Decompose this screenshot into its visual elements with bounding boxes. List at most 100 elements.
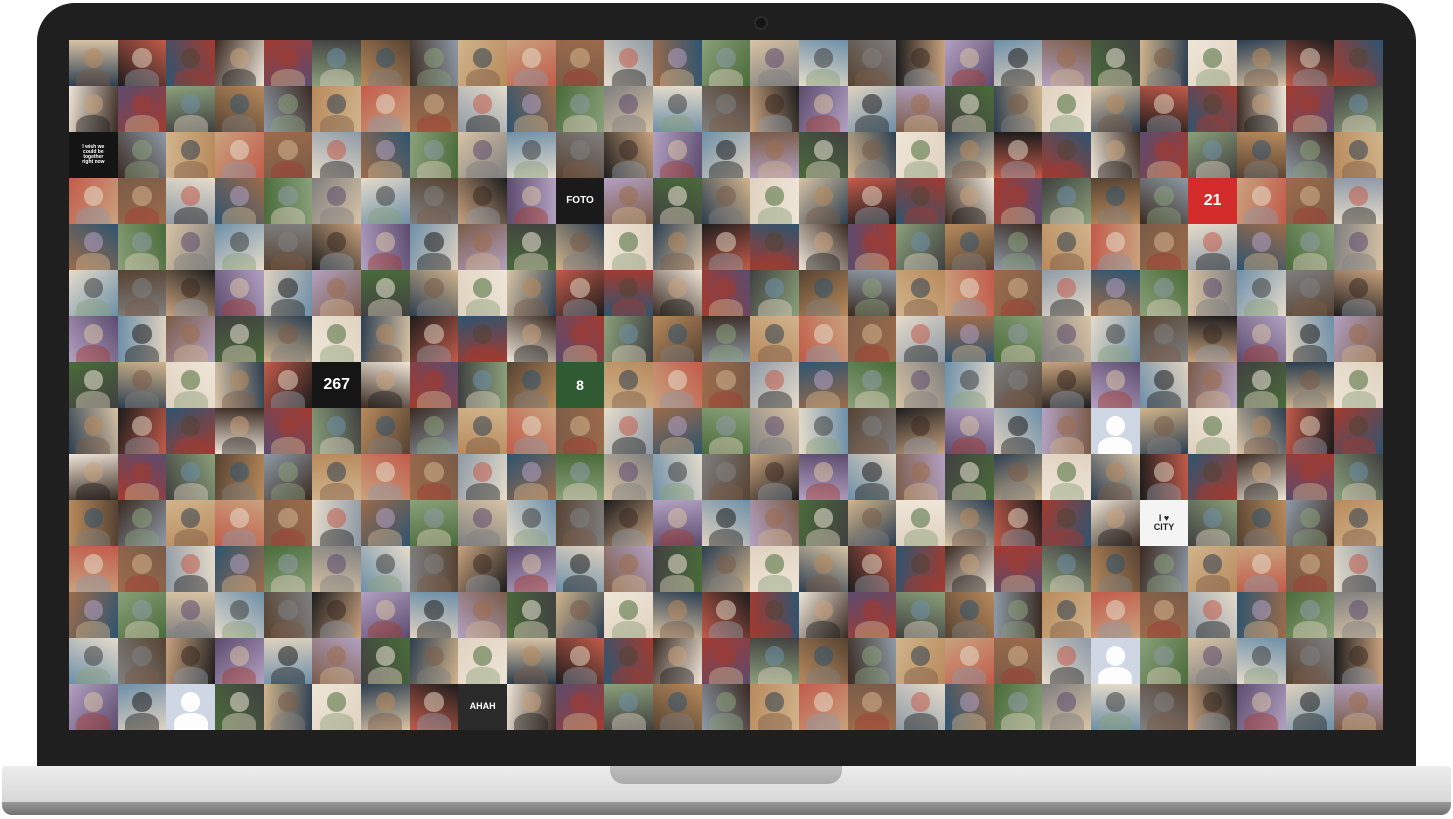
profile-photo-tile <box>458 86 507 132</box>
photo-subject-face <box>278 692 298 712</box>
photo-subject-face <box>229 370 250 390</box>
profile-photo-tile <box>117 178 167 224</box>
photo-subject-body <box>757 666 792 684</box>
photo-subject-body <box>1000 298 1036 316</box>
photo-subject-face <box>424 278 444 298</box>
profile-photo-tile <box>69 362 118 408</box>
photo-subject-body <box>611 68 646 86</box>
profile-photo-tile <box>896 546 945 592</box>
photo-subject-face <box>1348 416 1369 436</box>
photo-subject-body <box>1000 160 1036 178</box>
profile-photo-tile <box>361 546 410 592</box>
photo-subject-body <box>173 252 208 270</box>
photo-subject-body <box>1000 114 1036 132</box>
photo-subject-body <box>854 482 890 500</box>
photo-subject-face <box>764 508 785 528</box>
photo-subject-body <box>465 390 500 408</box>
photo-subject-face <box>1105 140 1126 160</box>
photo-subject-body <box>1292 528 1328 546</box>
photo-subject-body <box>660 436 695 454</box>
profile-photo-tile <box>458 40 507 86</box>
profile-photo-tile <box>361 224 410 270</box>
photo-subject-face <box>83 416 104 436</box>
photo-subject-face <box>1251 186 1272 206</box>
photo-subject-face <box>83 600 104 620</box>
profile-photo-tile <box>896 270 945 316</box>
profile-photo-tile <box>799 454 848 500</box>
profile-photo-tile <box>166 132 215 178</box>
photo-subject-body <box>1292 390 1328 408</box>
photo-subject-face <box>959 94 980 114</box>
profile-photo-tile <box>458 178 507 224</box>
profile-photo-tile <box>1188 592 1237 638</box>
profile-photo-tile <box>507 408 556 454</box>
photo-subject-body <box>952 206 987 224</box>
profile-photo-tile <box>1237 316 1286 362</box>
photo-subject-body <box>1146 712 1182 730</box>
photo-subject-face <box>716 554 736 574</box>
photo-subject-face <box>813 186 834 206</box>
profile-photo-tile <box>507 224 556 270</box>
photo-subject-face <box>813 416 834 436</box>
profile-photo-tile <box>361 684 410 730</box>
profile-photo-tile <box>215 316 264 362</box>
photo-subject-face <box>132 370 152 390</box>
photo-subject-body <box>416 252 452 270</box>
profile-photo-tile <box>1285 178 1335 224</box>
photo-subject-face <box>862 600 882 620</box>
photo-subject-body <box>806 252 841 270</box>
photo-subject-body <box>1000 666 1036 684</box>
photo-subject-face <box>1202 48 1223 68</box>
photo-subject-face <box>813 232 834 252</box>
photo-subject-body <box>270 298 306 316</box>
photo-subject-body <box>1341 206 1376 224</box>
profile-photo-tile <box>409 40 459 86</box>
photo-subject-face <box>862 140 882 160</box>
photo-subject-face <box>1251 462 1272 482</box>
photo-subject-body <box>222 620 257 638</box>
photo-subject-face <box>862 186 882 206</box>
photo-subject-body <box>611 206 646 224</box>
photo-subject-face <box>1056 462 1077 482</box>
profile-photo-tile <box>1188 684 1237 730</box>
profile-photo-tile <box>117 546 167 592</box>
photo-subject-face <box>716 278 736 298</box>
photo-subject-face <box>424 370 444 390</box>
profile-photo-tile <box>555 408 605 454</box>
photo-subject-body <box>1146 252 1182 270</box>
photo-subject-body <box>416 666 452 684</box>
profile-photo-tile <box>847 454 897 500</box>
photo-subject-face <box>862 508 882 528</box>
photo-subject-face <box>229 186 250 206</box>
photo-subject-face <box>570 278 590 298</box>
photo-subject-face <box>764 140 785 160</box>
profile-photo-tile <box>750 546 799 592</box>
profile-photo-tile <box>1139 40 1189 86</box>
photo-subject-face <box>910 94 931 114</box>
photo-subject-body <box>1049 114 1084 132</box>
photo-subject-body <box>952 344 987 362</box>
photo-subject-face <box>180 600 201 620</box>
photo-subject-face <box>472 278 493 298</box>
photo-subject-face <box>910 48 931 68</box>
photo-subject-body <box>1049 252 1084 270</box>
photo-subject-face <box>764 646 785 666</box>
photo-subject-face <box>375 646 396 666</box>
profile-photo-tile <box>604 270 653 316</box>
photo-subject-body <box>368 620 403 638</box>
profile-photo-tile <box>750 40 799 86</box>
photo-subject-face <box>1154 370 1174 390</box>
photo-subject-face <box>618 278 639 298</box>
profile-photo-tile <box>847 178 897 224</box>
photo-subject-face <box>959 140 980 160</box>
photo-subject-face <box>667 646 688 666</box>
profile-photo-tile <box>117 500 167 546</box>
profile-photo-tile <box>263 132 313 178</box>
photo-subject-face <box>1154 232 1174 252</box>
profile-photo-tile <box>1091 316 1140 362</box>
profile-photo-tile <box>1334 408 1383 454</box>
photo-subject-body <box>514 482 549 500</box>
photo-subject-face <box>1202 94 1223 114</box>
photo-subject-body <box>611 344 646 362</box>
profile-photo-tile <box>847 316 897 362</box>
